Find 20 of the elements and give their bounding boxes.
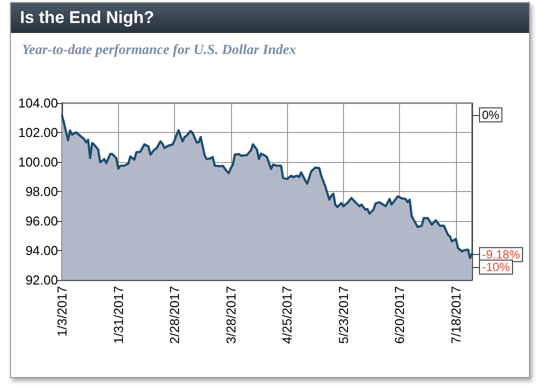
chart-subtitle: Year-to-date performance for U.S. Dollar Index bbox=[22, 43, 296, 59]
y2-tick-label: 0% bbox=[482, 108, 500, 122]
x-tick-label: 1/3/2017 bbox=[54, 286, 70, 337]
x-tick-label: 5/23/2017 bbox=[336, 286, 351, 344]
x-tick-label: 3/28/2017 bbox=[223, 286, 238, 344]
y-tick-label: 92.00 bbox=[25, 272, 58, 288]
x-tick-label: 6/20/2017 bbox=[392, 286, 408, 344]
x-tick-label: 1/31/2017 bbox=[110, 286, 126, 344]
y-tick-label: 98.00 bbox=[25, 184, 58, 199]
x-tick-label: 7/18/2017 bbox=[448, 286, 464, 344]
y-tick-label: 96.00 bbox=[25, 214, 58, 228]
x-tick-label: 4/25/2017 bbox=[280, 286, 295, 344]
y2-tick-label: -10% bbox=[482, 260, 510, 274]
x-tick-label: 2/28/2017 bbox=[167, 286, 182, 344]
y2-tick-label: -9.18% bbox=[482, 248, 520, 262]
y-tick-label: 94.00 bbox=[25, 243, 58, 258]
y-tick-label: 102.00 bbox=[18, 125, 58, 140]
y-tick-label: 100.00 bbox=[18, 154, 58, 170]
chart-title: Is the End Nigh? bbox=[11, 3, 529, 33]
y-tick-label: 104.00 bbox=[18, 96, 58, 110]
